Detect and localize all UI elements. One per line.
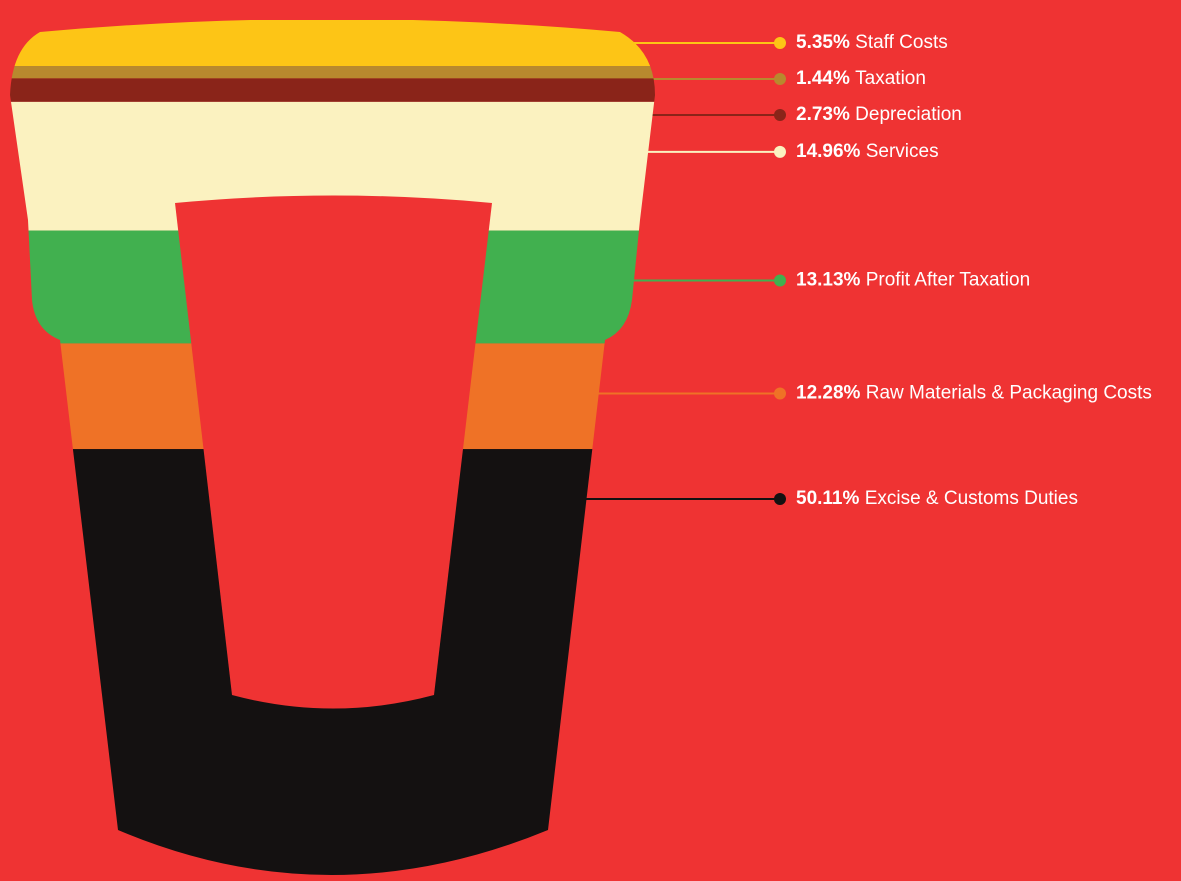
value-label: 14.96% [796, 141, 861, 162]
category-label: Profit After Taxation [866, 270, 1030, 291]
cup-band [10, 78, 655, 102]
value-label: 5.35% [796, 32, 850, 53]
category-label: Staff Costs [855, 32, 948, 53]
leader-dot [774, 73, 786, 86]
leader-dot [774, 145, 786, 158]
cup-band [10, 66, 655, 79]
value-label: 2.73% [796, 104, 850, 125]
leader-dot [774, 387, 786, 400]
category-label: Excise & Customs Duties [865, 488, 1078, 509]
value-label: 13.13% [796, 270, 861, 291]
category-label: Raw Materials & Packaging Costs [866, 382, 1152, 403]
cup-inner [175, 195, 492, 709]
value-label: 12.28% [796, 382, 861, 403]
leader-dot [774, 274, 786, 287]
data-label: 50.11% Excise & Customs Duties [796, 488, 1078, 509]
value-label: 50.11% [796, 488, 859, 509]
data-label: 2.73% Depreciation [796, 104, 962, 125]
category-label: Services [866, 141, 939, 162]
category-label: Depreciation [855, 104, 962, 125]
category-label: Taxation [855, 68, 926, 89]
data-label: 1.44% Taxation [796, 68, 926, 89]
value-label: 1.44% [796, 68, 850, 89]
leader-dot [774, 37, 786, 50]
data-label: 5.35% Staff Costs [796, 32, 948, 53]
data-label: 13.13% Profit After Taxation [796, 270, 1030, 291]
data-label: 14.96% Services [796, 141, 939, 162]
cup-band [10, 20, 655, 67]
leader-dot [774, 109, 786, 122]
leader-dot [774, 493, 786, 506]
data-label: 12.28% Raw Materials & Packaging Costs [796, 382, 1152, 403]
